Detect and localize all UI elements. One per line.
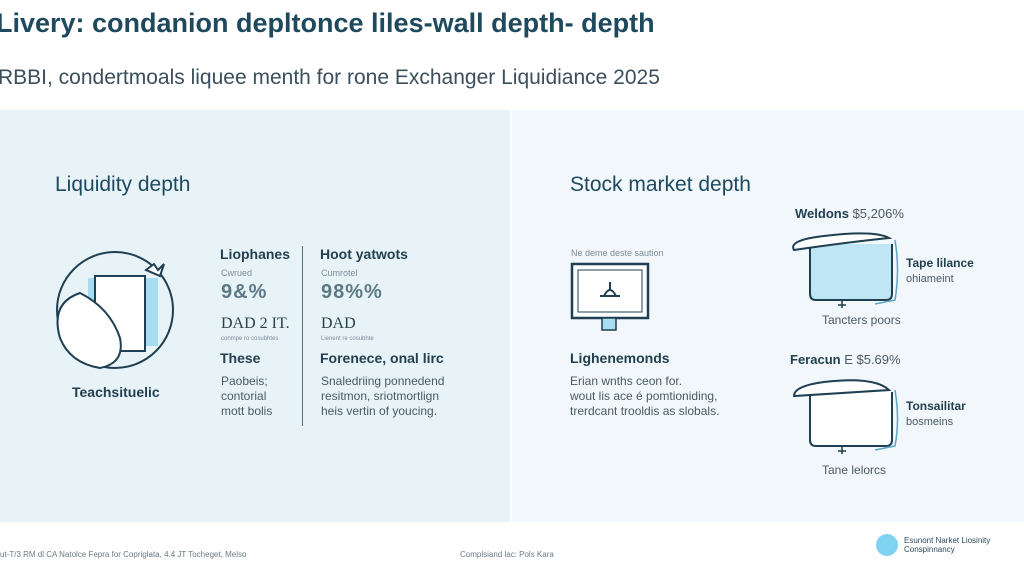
col2-title: Hoot yatwots: [320, 246, 408, 262]
body-line: Snaledriing ponnedend: [321, 374, 445, 388]
tank1-icon: [792, 232, 899, 308]
col2-dad: DAD: [321, 315, 356, 332]
tank2-icon: [792, 379, 899, 454]
col2-dad-caption: Lienent re cosubhte: [321, 336, 374, 342]
tank2-title: Feracun E $5.69%: [790, 352, 901, 367]
brand-line: Esunont Narket Liosinity: [904, 536, 991, 545]
tank1-value: $5,206%: [852, 206, 904, 221]
col1-glyphs: 9&%: [221, 281, 268, 303]
illustration-label: Teachsituelic: [72, 384, 160, 400]
col1-body: Paobeis; contorial mott bolis: [221, 374, 272, 419]
col2-glyphs: 98%%: [321, 281, 383, 303]
body-line: resitmon, sriotmortlign: [321, 389, 440, 403]
body-line: Erian wnths ceon for.: [570, 374, 683, 388]
col1-dad-caption: conmpe ro cosubhtes: [221, 336, 279, 342]
col2-caption: Cumrotel: [321, 268, 358, 278]
tank1-title: Weldons $5,206%: [795, 206, 904, 221]
col2-body: Snaledriing ponnedend resitmon, sriotmor…: [321, 374, 444, 419]
liquidity-heading: Liquidity depth: [55, 173, 191, 196]
col1-title: Liophanes: [220, 246, 291, 262]
tank2-title-text: Feracun: [790, 352, 841, 367]
liquidity-illustration-icon: [56, 251, 174, 370]
col1-subtitle: These: [220, 350, 261, 366]
col1-dad: DAD 2 IT.: [221, 315, 290, 332]
column-divider: [302, 246, 303, 426]
body-line: Paobeis;: [221, 374, 268, 388]
tank2-side-sub: bosmeins: [906, 416, 954, 428]
right-body: Erian wnths ceon for. wout lis ace é pom…: [570, 374, 719, 419]
brand-name: Esunont Narket Liosinity Conspinnancy: [904, 536, 990, 554]
tank1-side-title: Tape lilance: [906, 256, 974, 270]
body-line: trerdcant trooldis as slobals.: [570, 404, 720, 418]
tank1-bottom-label: Tancters poors: [822, 313, 901, 327]
tank2-side-title: Tonsailitar: [906, 399, 966, 413]
page-subtitle: RBBI, condertmoals liquee menth for rone…: [0, 66, 660, 89]
col2-subtitle: Forenece, onal lirc: [320, 350, 444, 366]
body-line: mott bolis: [221, 404, 273, 418]
right-subtitle: Lighenemonds: [570, 350, 670, 366]
page-title: Livery: condanion depltonce liles-wall d…: [0, 8, 655, 38]
tank2-bottom-label: Tane lelorcs: [822, 463, 887, 477]
brand-logo-icon: [876, 534, 898, 556]
body-line: heis vertin of youcing.: [321, 404, 438, 418]
monitor-caption: Ne deme deste saution: [571, 248, 664, 258]
body-line: wout lis ace é pomtioniding,: [570, 389, 718, 403]
stock-market-heading: Stock market depth: [570, 173, 751, 196]
tank1-side-sub: ohiameint: [906, 273, 954, 285]
footer-source: ut-T/3 RM dl CA Natolce Fepra for Coprig…: [0, 550, 247, 559]
col1-caption: Cwrued: [221, 268, 253, 278]
brand-line: Conspinnancy: [904, 545, 955, 554]
tank2-value: E $5.69%: [844, 352, 901, 367]
tank1-title-text: Weldons: [795, 206, 849, 221]
monitor-icon: [570, 262, 650, 331]
footer-compiled: Complsiand lac: Pols Kara: [460, 550, 554, 559]
body-line: contorial: [221, 389, 267, 403]
